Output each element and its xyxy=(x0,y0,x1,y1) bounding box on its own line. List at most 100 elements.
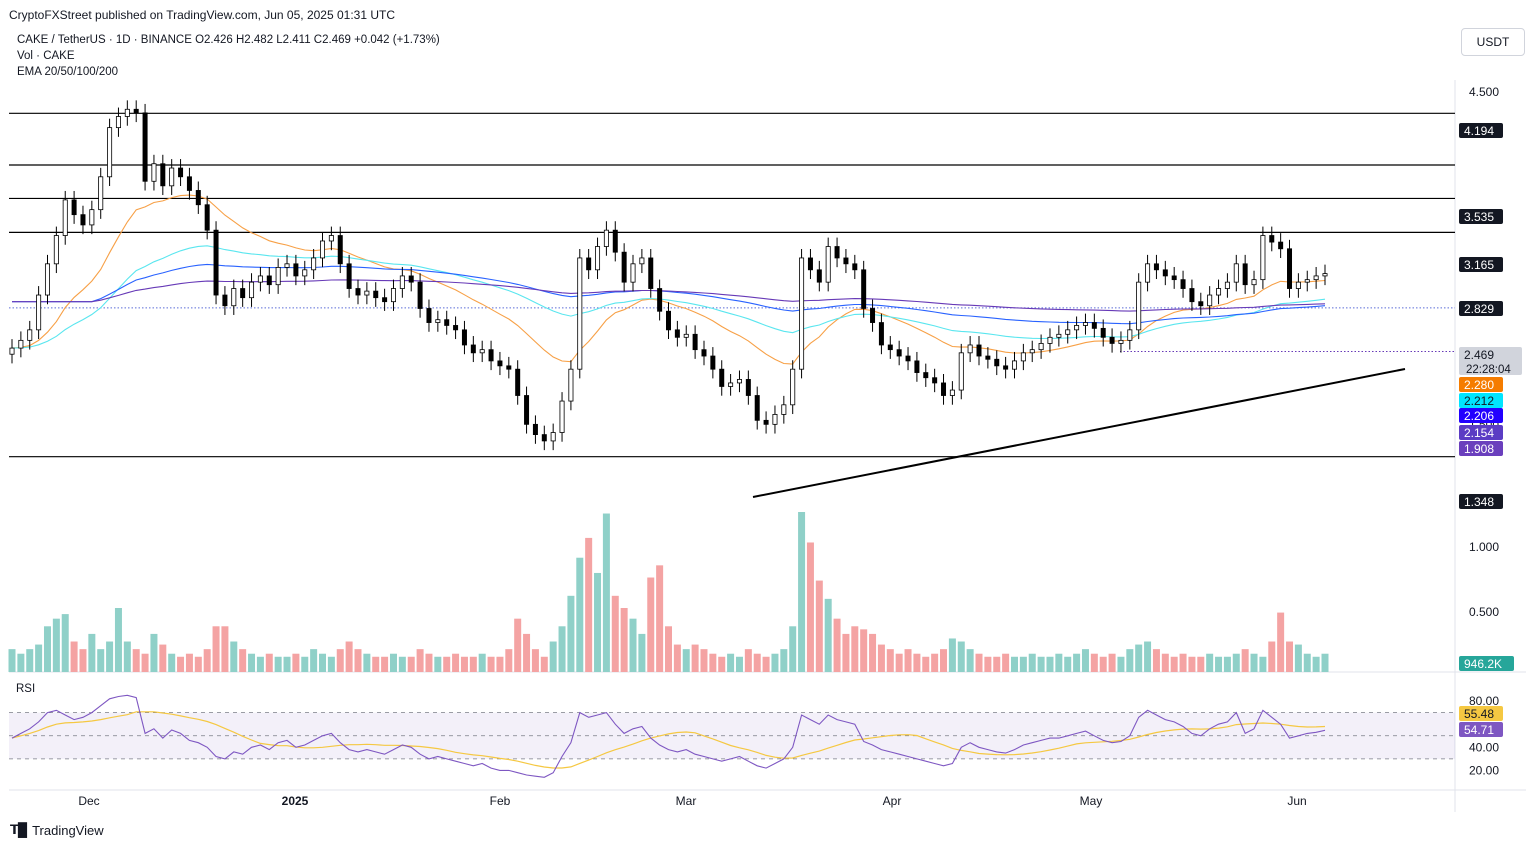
candle-body xyxy=(195,190,201,206)
volume-bar xyxy=(691,644,699,672)
volume-bar xyxy=(327,656,335,672)
candle-body xyxy=(302,269,308,277)
candle-body xyxy=(1322,273,1328,277)
volume-bar xyxy=(345,641,353,672)
volume-bar xyxy=(762,656,770,672)
volume-bar xyxy=(1241,649,1249,672)
volume-bar xyxy=(301,656,309,672)
volume-bar xyxy=(35,644,43,672)
candle-body xyxy=(648,257,654,289)
candle-body xyxy=(666,310,672,331)
volume-bar xyxy=(79,649,87,672)
candle-body xyxy=(479,349,485,354)
candle-body xyxy=(1162,269,1168,277)
candle-body xyxy=(639,257,645,265)
candle-body xyxy=(399,275,405,289)
rsi-ma-label-text: 55.48 xyxy=(1464,707,1494,721)
candle-body xyxy=(160,163,166,187)
candle-body xyxy=(44,263,50,296)
candle-body xyxy=(595,246,601,271)
tradingview-brand[interactable]: 𝗧█ TradingView xyxy=(10,822,104,838)
candle-body xyxy=(311,257,317,271)
rsi-legend[interactable]: RSI xyxy=(16,683,36,695)
volume-bar xyxy=(1055,653,1063,672)
price-label-box xyxy=(1459,393,1503,408)
price-label-box xyxy=(1459,494,1503,509)
volume-bar xyxy=(283,656,291,672)
volume-bar xyxy=(239,649,247,672)
symbol-legend[interactable]: CAKE / TetherUS · 1D · BINANCE O2.426 H2… xyxy=(17,34,440,46)
candle-body xyxy=(799,257,805,370)
candle-body xyxy=(1180,279,1186,289)
candle-body xyxy=(240,288,246,299)
volume-bar xyxy=(319,653,327,672)
rsi-band-fill xyxy=(9,712,1455,759)
currency-unit-button[interactable]: USDT xyxy=(1461,28,1525,56)
volume-bar xyxy=(682,649,690,672)
candle-body xyxy=(284,263,290,268)
candle-body xyxy=(1251,279,1257,286)
volume-bar xyxy=(638,633,646,672)
rsi-line xyxy=(11,694,1326,778)
candle-body xyxy=(1278,241,1284,250)
volume-bar xyxy=(1046,656,1054,672)
candle-body xyxy=(328,235,334,242)
volume-bar xyxy=(1037,656,1045,672)
candle-body xyxy=(1269,235,1275,243)
volume-bar xyxy=(1250,653,1258,672)
volume-bar xyxy=(1206,653,1214,672)
candle-body xyxy=(1074,325,1080,331)
candle-body xyxy=(905,355,911,362)
volume-bar xyxy=(718,656,726,672)
rsi-ma-label-box xyxy=(1459,706,1503,721)
volume-bar xyxy=(735,656,743,672)
candle-body xyxy=(364,290,370,296)
price-tick-label: 1.000 xyxy=(1469,540,1499,554)
volume-legend[interactable]: Vol · CAKE xyxy=(17,50,75,62)
candle-body xyxy=(1224,281,1230,289)
volume-bar xyxy=(602,513,610,672)
volume-bar xyxy=(1126,649,1134,672)
volume-bar xyxy=(984,656,992,672)
candle-body xyxy=(870,308,876,323)
candle-body xyxy=(408,275,414,283)
candle-body xyxy=(1056,333,1062,338)
price-label-text: 2.829 xyxy=(1464,302,1494,316)
candle-body xyxy=(1065,329,1071,335)
volume-bar xyxy=(1028,653,1036,672)
candle-body xyxy=(834,246,840,259)
ema-100-line xyxy=(12,263,1326,325)
time-tick-label: May xyxy=(1080,794,1103,808)
volume-bar xyxy=(336,649,344,672)
volume-bar xyxy=(443,656,451,672)
volume-bar xyxy=(150,633,158,672)
ema-legend[interactable]: EMA 20/50/100/200 xyxy=(17,66,119,78)
volume-bar xyxy=(1188,656,1196,672)
volume-bar xyxy=(496,656,504,672)
ema-200-line xyxy=(12,279,1326,312)
volume-bar xyxy=(1081,649,1089,672)
candle-body xyxy=(532,423,538,435)
volume-bar xyxy=(771,653,779,672)
candle-body xyxy=(1038,343,1044,351)
price-label-text: 2.206 xyxy=(1464,409,1494,423)
volume-bar xyxy=(310,649,318,672)
volume-bar xyxy=(1099,656,1107,672)
candle-body xyxy=(426,308,432,323)
candle-body xyxy=(488,349,494,362)
candle-body xyxy=(949,389,955,396)
candle-body xyxy=(1047,336,1053,344)
candle-body xyxy=(257,275,263,283)
ema-50-line xyxy=(11,245,1326,349)
volume-bar xyxy=(425,653,433,672)
volume-bar xyxy=(434,656,442,672)
rsi-ma-line xyxy=(11,711,1326,769)
candle-body xyxy=(1153,263,1159,271)
volume-bar xyxy=(727,653,735,672)
volume-bar xyxy=(505,649,513,672)
candle-body xyxy=(80,214,86,226)
candle-body xyxy=(1287,248,1293,289)
volume-bar xyxy=(97,649,105,672)
volume-bar xyxy=(833,618,841,672)
candle-body xyxy=(603,229,609,247)
